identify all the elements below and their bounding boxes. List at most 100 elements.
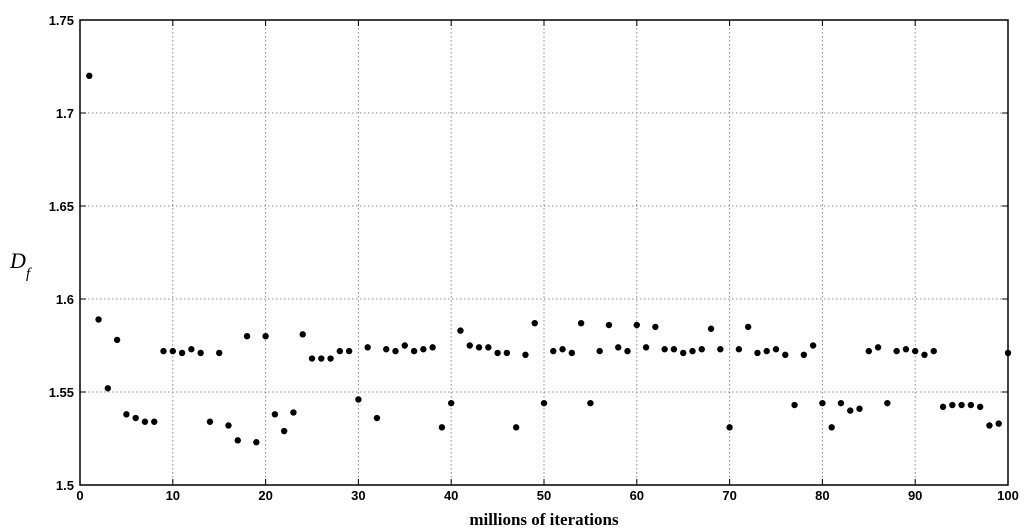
data-point	[809, 342, 817, 349]
data-point	[401, 342, 408, 349]
data-point	[132, 414, 139, 422]
x-tick-label: 20	[258, 488, 272, 503]
data-point	[856, 405, 863, 412]
data-point	[86, 72, 93, 80]
data-point	[253, 439, 260, 446]
data-point	[587, 399, 594, 407]
data-point	[466, 342, 473, 349]
x-tick-label: 60	[630, 488, 644, 503]
x-tick-label: 80	[815, 488, 829, 503]
data-point	[531, 319, 538, 327]
data-point	[874, 344, 882, 351]
y-tick-label: 1.5	[56, 478, 74, 493]
data-point	[995, 420, 1002, 427]
data-point	[661, 346, 668, 353]
data-points	[86, 72, 1012, 446]
y-axis-label: D f	[9, 248, 32, 282]
data-point	[438, 424, 446, 431]
data-point	[355, 396, 362, 403]
y-axis-label-subscript: f	[26, 266, 32, 282]
data-point	[123, 411, 130, 418]
x-tick-label: 30	[351, 488, 365, 503]
data-point	[280, 427, 288, 435]
data-point	[819, 399, 826, 407]
data-point	[791, 401, 798, 409]
data-point	[967, 401, 975, 409]
data-point	[689, 347, 696, 355]
data-point	[986, 422, 993, 429]
data-point	[921, 351, 928, 358]
data-point	[178, 349, 186, 357]
y-tick-label: 1.6	[56, 292, 74, 307]
data-point	[763, 347, 770, 355]
data-point	[652, 323, 659, 331]
data-point	[976, 403, 984, 411]
data-point	[420, 346, 427, 353]
x-tick-label: 100	[997, 488, 1019, 503]
data-point	[188, 346, 195, 353]
data-point	[828, 424, 835, 431]
data-point	[782, 351, 789, 358]
data-point	[429, 344, 436, 351]
data-point	[884, 399, 891, 407]
data-point	[512, 424, 520, 431]
data-point	[364, 344, 371, 351]
data-point	[550, 347, 557, 355]
data-point	[707, 325, 715, 332]
data-point	[448, 399, 455, 407]
data-point	[299, 331, 306, 338]
data-point	[642, 344, 650, 351]
data-point	[735, 346, 743, 353]
data-point	[308, 355, 316, 362]
grid	[80, 20, 1008, 485]
data-point	[939, 403, 947, 411]
y-tick-label: 1.7	[56, 106, 74, 121]
data-point	[216, 349, 223, 357]
x-tick-label: 70	[722, 488, 736, 503]
data-point	[837, 399, 845, 407]
data-point	[151, 418, 158, 425]
x-tick-label: 50	[537, 488, 551, 503]
data-point	[958, 401, 965, 409]
data-point	[596, 347, 603, 355]
data-point	[522, 351, 529, 358]
data-point	[847, 407, 854, 414]
data-point	[225, 422, 232, 429]
data-point	[615, 344, 622, 351]
data-point	[243, 333, 251, 340]
data-point	[327, 355, 334, 362]
data-point	[568, 349, 576, 357]
data-point	[865, 347, 872, 355]
data-point	[169, 347, 176, 355]
data-point	[271, 411, 279, 418]
data-point	[197, 349, 204, 357]
x-tick-label: 0	[76, 488, 83, 503]
y-tick-label: 1.75	[49, 13, 74, 28]
data-point	[104, 385, 112, 392]
data-point	[160, 347, 167, 355]
data-point	[754, 349, 761, 357]
y-axis-label-main: D	[9, 248, 26, 273]
data-point	[633, 321, 640, 329]
data-point	[95, 316, 102, 323]
data-point	[262, 333, 269, 340]
x-tick-label: 90	[908, 488, 922, 503]
data-point	[577, 319, 585, 327]
data-point	[800, 351, 808, 358]
data-point	[410, 347, 418, 355]
data-point	[392, 347, 399, 355]
data-point	[318, 355, 325, 362]
axis-ticks: 0 10 20 30 40 50 60 70 80 90 100 1.5 1.55 1.6 1.65 1.7 1…	[49, 13, 1019, 503]
x-tick-label: 40	[444, 488, 458, 503]
x-tick-label: 10	[166, 488, 180, 503]
data-point	[605, 321, 613, 329]
data-point	[902, 346, 910, 353]
data-point	[494, 349, 501, 357]
data-point	[772, 346, 780, 353]
data-point	[930, 347, 937, 355]
data-point	[457, 327, 464, 334]
y-tick-label: 1.65	[49, 199, 74, 214]
data-point	[475, 344, 483, 351]
data-point	[290, 409, 297, 416]
data-point	[893, 347, 900, 355]
